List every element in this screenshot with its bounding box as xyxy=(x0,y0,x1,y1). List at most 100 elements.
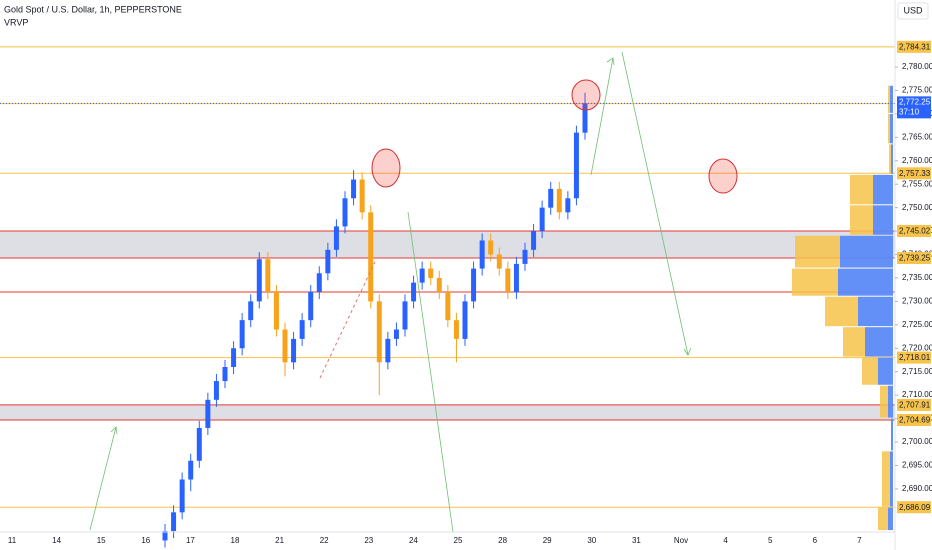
candle-body xyxy=(291,338,297,363)
y-tick-label: 2,775.00 xyxy=(902,86,932,95)
candle-body xyxy=(248,301,254,321)
x-tick-label: 14 xyxy=(52,536,61,545)
zone xyxy=(0,404,895,421)
candle-body xyxy=(171,512,177,532)
arrow-head xyxy=(606,57,615,66)
candle-body xyxy=(513,263,519,293)
candle-body xyxy=(256,259,262,302)
y-tick-label: 2,735.00 xyxy=(902,273,932,282)
y-tick-label: 2,780.00 xyxy=(902,62,932,71)
volume-up xyxy=(865,327,893,357)
arrow xyxy=(590,57,614,176)
price-tag xyxy=(897,398,931,411)
y-tick-label: 2,710.00 xyxy=(902,390,932,399)
price-tag-label: 2,757.33 xyxy=(899,169,931,178)
drawings xyxy=(89,51,692,533)
price-tag-label: 2,707.91 xyxy=(899,401,931,410)
candle-body xyxy=(376,301,382,363)
currency: USD xyxy=(903,5,923,15)
volume-up xyxy=(888,507,893,531)
candle-body xyxy=(565,198,571,213)
circle xyxy=(371,148,401,188)
volume-up xyxy=(878,357,893,385)
volume-up xyxy=(890,451,893,507)
candle-body xyxy=(325,249,331,274)
y-tick-label: 2,720.00 xyxy=(902,343,932,352)
x-tick-label: 18 xyxy=(231,536,240,545)
price-tag xyxy=(897,351,931,364)
x-tick-label: 30 xyxy=(587,536,596,545)
candle-body xyxy=(342,198,348,227)
circle xyxy=(708,158,738,194)
y-tick-label: 2,695.00 xyxy=(902,461,932,470)
price-tag xyxy=(897,501,931,514)
volume-down xyxy=(795,235,840,268)
candle-body xyxy=(488,240,494,255)
price-tag xyxy=(897,252,931,265)
candle-body xyxy=(385,338,391,363)
candle-body xyxy=(445,292,451,321)
price-tag xyxy=(897,40,931,53)
arrow xyxy=(407,211,454,533)
last-price-label: 2,772.25 xyxy=(899,97,931,106)
y-tick-label: 2,765.00 xyxy=(902,132,932,141)
x-tick-label: 5 xyxy=(768,536,773,545)
price-tag-label: 2,739.25 xyxy=(899,254,931,263)
candle-body xyxy=(231,348,237,368)
candle-body xyxy=(265,259,271,293)
arrow xyxy=(89,426,117,531)
y-tick-label: 2,760.00 xyxy=(902,156,932,165)
candle-body xyxy=(556,188,562,213)
x-tick-label: 29 xyxy=(543,536,552,545)
volume-down xyxy=(888,113,890,144)
x-tick-label: 28 xyxy=(498,536,507,545)
countdown: 37:10 xyxy=(899,107,920,116)
candle-body xyxy=(222,367,228,382)
candle-body xyxy=(162,531,168,541)
volume-up xyxy=(858,296,893,327)
x-tick-label: 16 xyxy=(141,536,150,545)
volume-down xyxy=(825,296,858,327)
arrow xyxy=(621,51,689,356)
price-tag-label: 2,704.69 xyxy=(899,416,931,425)
candle-body xyxy=(188,460,194,480)
x-tick-label: 25 xyxy=(454,536,463,545)
volume-up xyxy=(891,144,893,174)
price-tag-label: 2,784.31 xyxy=(899,42,931,51)
volume-up xyxy=(890,113,893,144)
candle-body xyxy=(359,179,365,213)
volume-up xyxy=(840,235,893,268)
volume-up xyxy=(838,268,893,296)
x-tick-label: 11 xyxy=(8,536,17,545)
candle-body xyxy=(471,268,477,302)
candle-body xyxy=(316,273,322,293)
candle-body xyxy=(436,277,442,293)
volume-up xyxy=(891,418,893,451)
x-tick-label: 7 xyxy=(857,536,862,545)
volume-down xyxy=(862,357,878,385)
x-tick-label: 17 xyxy=(186,536,195,545)
x-tick-label: 22 xyxy=(320,536,329,545)
x-tick-label: 24 xyxy=(409,536,418,545)
price-tag-label: 2,745.02 xyxy=(899,227,931,236)
candle-body xyxy=(522,249,528,264)
volume-up xyxy=(873,174,893,205)
candle-body xyxy=(196,427,202,461)
currency-box xyxy=(897,2,929,20)
candle-body xyxy=(573,132,579,199)
candle-body xyxy=(496,254,502,269)
price-tag-label: 2,718.01 xyxy=(899,353,931,362)
y-tick-label: 2,755.00 xyxy=(902,179,932,188)
candle-body xyxy=(505,268,511,293)
candle-body xyxy=(205,399,211,428)
volume-down xyxy=(850,174,873,205)
x-tick-label: 15 xyxy=(97,536,106,545)
volume-up xyxy=(873,205,893,235)
candle-body xyxy=(368,212,374,302)
x-tick-label: 23 xyxy=(364,536,373,545)
price-tag xyxy=(897,167,931,180)
candle-body xyxy=(402,301,408,330)
candle-body xyxy=(531,231,537,250)
volume-down xyxy=(792,268,838,296)
x-tick-label: 31 xyxy=(632,536,641,545)
